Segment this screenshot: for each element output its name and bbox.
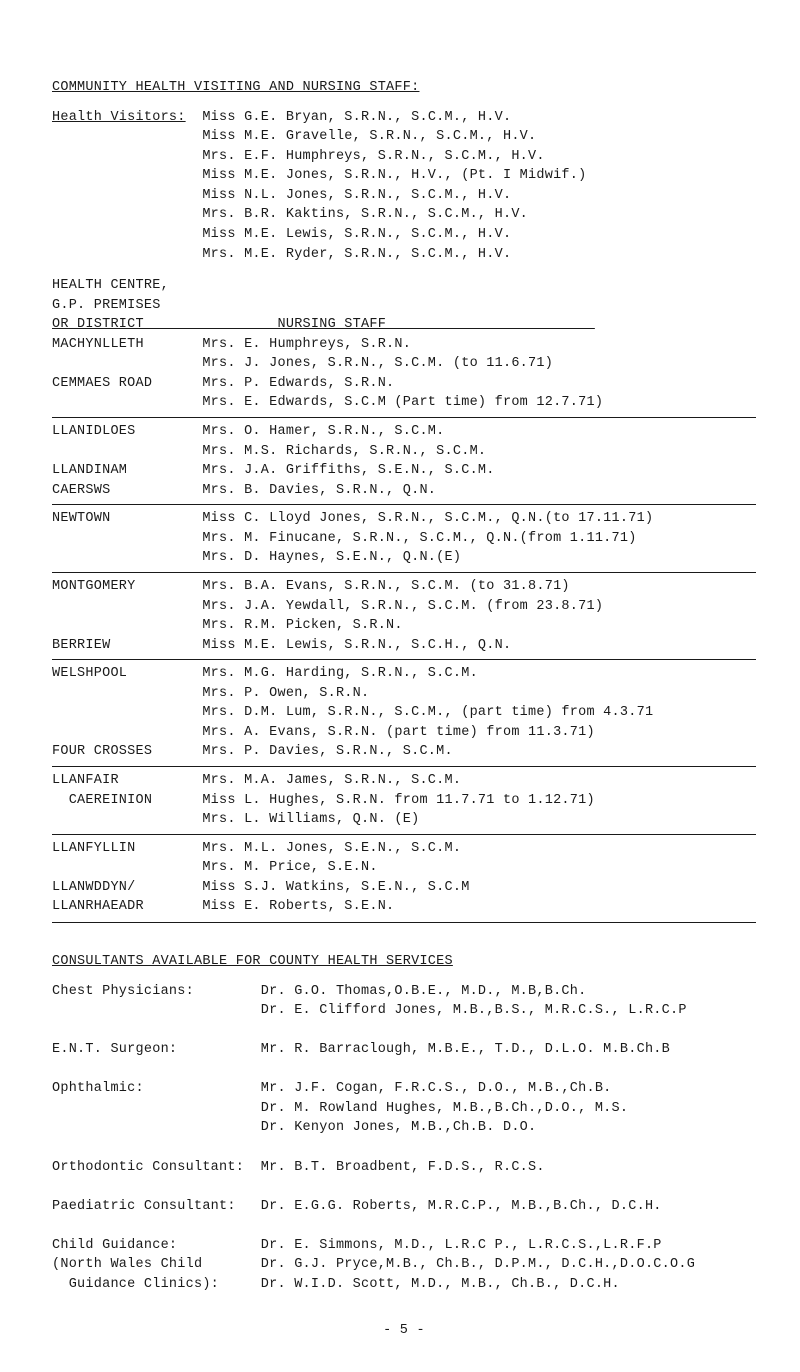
health-visitors-block: Health Visitors: Miss G.E. Bryan, S.R.N.… [52,108,756,265]
section-divider [52,659,756,660]
nursing-sections: MACHYNLLETH Mrs. E. Humphreys, S.R.N. Mr… [52,335,756,923]
nursing-section: MONTGOMERY Mrs. B.A. Evans, S.R.N., S.C.… [52,577,756,655]
consultants-block: Chest Physicians: Dr. G.O. Thomas,O.B.E.… [52,982,756,1295]
centre-header-block: HEALTH CENTRE, G.P. PREMISES OR DISTRICT… [52,276,756,335]
section-divider [52,417,756,418]
section-divider [52,504,756,505]
page-title: COMMUNITY HEALTH VISITING AND NURSING ST… [52,78,756,98]
nursing-section: WELSHPOOL Mrs. M.G. Harding, S.R.N., S.C… [52,664,756,762]
document-page: COMMUNITY HEALTH VISITING AND NURSING ST… [0,0,800,1372]
nursing-section: LLANIDLOES Mrs. O. Hamer, S.R.N., S.C.M.… [52,422,756,500]
nursing-section: LLANFYLLIN Mrs. M.L. Jones, S.E.N., S.C.… [52,839,756,917]
section-divider [52,766,756,767]
section-divider [52,572,756,573]
page-number: - 5 - [52,1321,756,1341]
nursing-section: NEWTOWN Miss C. Lloyd Jones, S.R.N., S.C… [52,509,756,568]
consultants-title: CONSULTANTS AVAILABLE FOR COUNTY HEALTH … [52,952,756,972]
nursing-section: LLANFAIR Mrs. M.A. James, S.R.N., S.C.M.… [52,771,756,830]
nursing-section: MACHYNLLETH Mrs. E. Humphreys, S.R.N. Mr… [52,335,756,413]
title-text: COMMUNITY HEALTH VISITING AND NURSING ST… [52,80,419,95]
consultants-title-text: CONSULTANTS AVAILABLE FOR COUNTY HEALTH … [52,954,453,969]
section-divider [52,834,756,835]
section-divider [52,922,756,923]
